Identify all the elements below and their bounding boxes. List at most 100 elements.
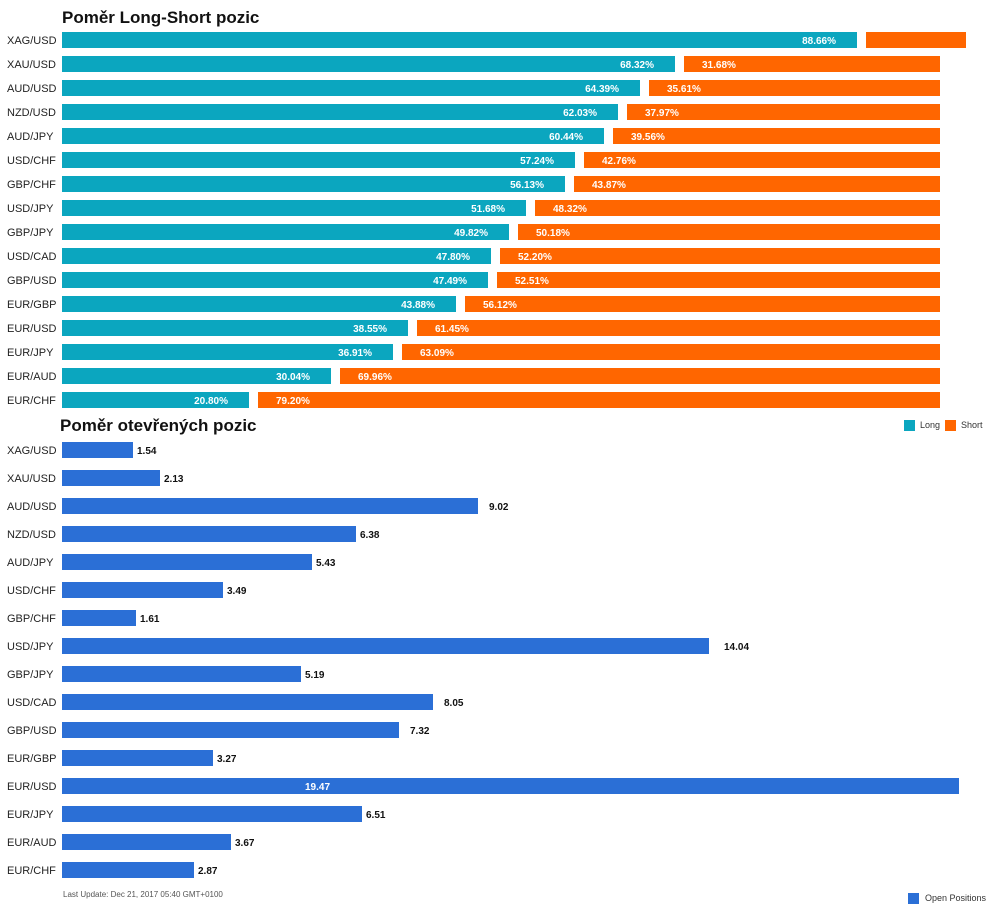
short-value-label: 79.20% <box>276 396 310 407</box>
category-label: EUR/JPY <box>7 809 54 821</box>
category-label: AUD/JPY <box>7 131 54 143</box>
short-value-label: 42.76% <box>602 156 636 167</box>
long-bar <box>62 368 331 384</box>
category-label: USD/CHF <box>7 155 56 167</box>
short-bar <box>258 392 940 408</box>
short-value-label: 63.09% <box>420 348 454 359</box>
long-value-label: 88.66% <box>802 36 836 47</box>
category-label: USD/CHF <box>7 585 56 597</box>
category-label: EUR/USD <box>7 323 57 335</box>
category-label: EUR/CHF <box>7 395 56 407</box>
short-bar <box>500 248 940 264</box>
legend-label-long: Long <box>920 420 940 430</box>
long-value-label: 62.03% <box>563 108 597 119</box>
category-label: GBP/CHF <box>7 179 56 191</box>
short-value-label: 56.12% <box>483 300 517 311</box>
category-label: AUD/JPY <box>7 557 54 569</box>
legend-swatch-short <box>945 420 956 431</box>
long-bar <box>62 320 408 336</box>
open-positions-bar <box>62 778 959 794</box>
category-label: USD/JPY <box>7 641 54 653</box>
short-value-label: 43.87% <box>592 180 626 191</box>
category-label: GBP/JPY <box>7 227 54 239</box>
category-label: EUR/AUD <box>7 371 57 383</box>
category-label: GBP/JPY <box>7 669 54 681</box>
long-bar <box>62 128 604 144</box>
short-bar <box>649 80 940 96</box>
short-value-label: 31.68% <box>702 60 736 71</box>
short-bar <box>518 224 940 240</box>
open-positions-bar <box>62 750 213 766</box>
open-positions-bar <box>62 638 709 654</box>
category-label: GBP/CHF <box>7 613 56 625</box>
category-label: AUD/USD <box>7 83 57 95</box>
open-positions-value-label: 5.19 <box>305 670 325 681</box>
long-bar <box>62 56 675 72</box>
long-value-label: 20.80% <box>194 396 228 407</box>
short-value-label: 39.56% <box>631 132 665 143</box>
open-positions-bar <box>62 526 356 542</box>
category-label: NZD/USD <box>7 529 56 541</box>
short-value-label: 52.20% <box>518 252 552 263</box>
category-label: EUR/AUD <box>7 837 57 849</box>
open-positions-value-label: 6.38 <box>360 530 380 541</box>
category-label: GBP/USD <box>7 725 57 737</box>
short-value-label: 52.51% <box>515 276 549 287</box>
long-value-label: 57.24% <box>520 156 554 167</box>
chart-title-open-positions: Poměr otevřených pozic <box>60 416 257 435</box>
open-positions-value-label: 2.13 <box>164 474 184 485</box>
legend-swatch-open-positions <box>908 893 919 904</box>
short-bar <box>627 104 940 120</box>
long-value-label: 47.49% <box>433 276 467 287</box>
category-label: USD/CAD <box>7 251 57 263</box>
open-positions-value-label: 6.51 <box>366 810 386 821</box>
long-value-label: 43.88% <box>401 300 435 311</box>
short-value-label: 48.32% <box>553 204 587 215</box>
long-bar <box>62 104 618 120</box>
long-value-label: 38.55% <box>353 324 387 335</box>
category-label: USD/CAD <box>7 697 57 709</box>
short-bar <box>866 32 966 48</box>
long-value-label: 47.80% <box>436 252 470 263</box>
open-positions-value-label: 1.54 <box>137 446 157 457</box>
open-positions-value-label: 5.43 <box>316 558 336 569</box>
open-positions-bar <box>62 806 362 822</box>
long-bar <box>62 344 393 360</box>
open-positions-value-label: 3.67 <box>235 838 255 849</box>
short-bar <box>340 368 940 384</box>
legend-swatch-long <box>904 420 915 431</box>
short-bar <box>613 128 940 144</box>
open-positions-value-label: 9.02 <box>489 502 509 513</box>
open-positions-value-label: 1.61 <box>140 614 160 625</box>
long-bar <box>62 200 526 216</box>
long-bar <box>62 272 488 288</box>
open-positions-value-label: 3.27 <box>217 754 237 765</box>
category-label: NZD/USD <box>7 107 56 119</box>
short-bar <box>584 152 940 168</box>
last-update-text: Last Update: Dec 21, 2017 05:40 GMT+0100 <box>63 890 223 899</box>
short-bar <box>684 56 940 72</box>
short-value-label: 37.97% <box>645 108 679 119</box>
open-positions-bar <box>62 554 312 570</box>
long-value-label: 60.44% <box>549 132 583 143</box>
short-value-label: 50.18% <box>536 228 570 239</box>
short-bar <box>402 344 940 360</box>
short-bar <box>417 320 940 336</box>
category-label: XAU/USD <box>7 473 56 485</box>
long-value-label: 49.82% <box>454 228 488 239</box>
open-positions-value-label: 19.47 <box>305 782 330 793</box>
long-value-label: 68.32% <box>620 60 654 71</box>
legend-label-short: Short <box>961 420 983 430</box>
long-bar <box>62 152 575 168</box>
category-label: EUR/GBP <box>7 753 57 765</box>
open-positions-value-label: 7.32 <box>410 726 430 737</box>
category-label: EUR/JPY <box>7 347 54 359</box>
open-positions-bar <box>62 694 433 710</box>
legend-label-open-positions: Open Positions <box>925 893 987 903</box>
open-positions-value-label: 2.87 <box>198 866 218 877</box>
open-positions-bar <box>62 470 160 486</box>
category-label: EUR/USD <box>7 781 57 793</box>
long-value-label: 56.13% <box>510 180 544 191</box>
